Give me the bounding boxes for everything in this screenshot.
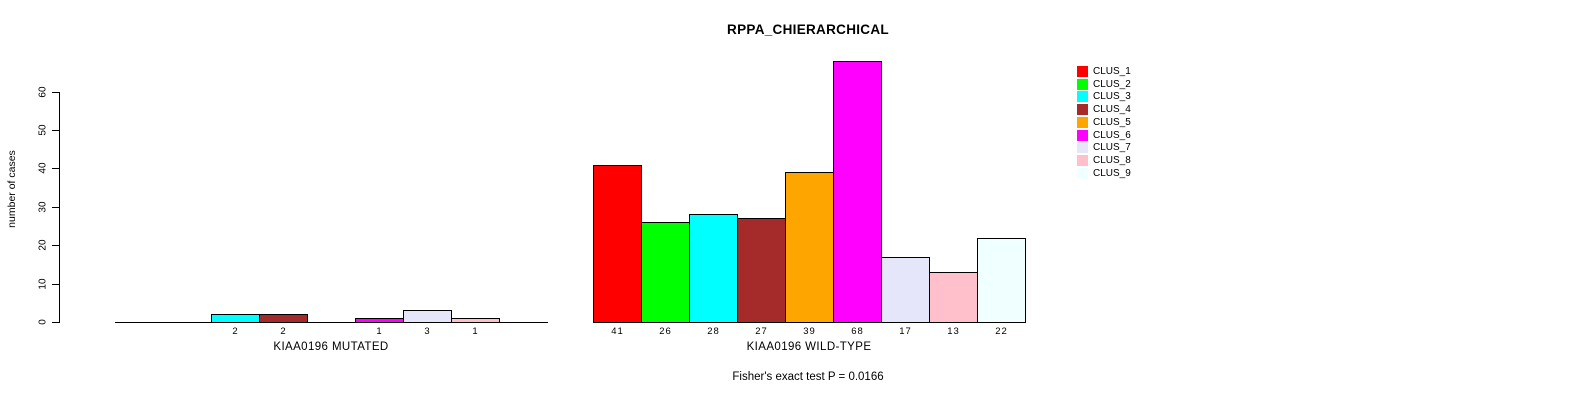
legend-swatch-icon	[1077, 129, 1088, 141]
bar-value-label: 26	[659, 326, 672, 337]
legend-swatch-icon	[1077, 142, 1088, 154]
legend-item-clus_5: CLUS_5	[1077, 116, 1131, 129]
group-label-mutated: KIAA0196 MUTATED	[273, 341, 389, 353]
y-tick-label: 50	[37, 124, 49, 136]
bar-value-label: 22	[995, 326, 1008, 337]
bar-value-label: 2	[280, 326, 287, 337]
legend-swatch-icon	[1077, 91, 1088, 103]
legend-swatch-icon	[1077, 66, 1088, 77]
bar-value-label: 39	[803, 326, 816, 337]
y-tick-label: 10	[37, 278, 49, 290]
legend-item-clus_2: CLUS_2	[1077, 78, 1131, 91]
legend-label: CLUS_2	[1093, 78, 1131, 90]
legend-swatch-icon	[1077, 154, 1088, 166]
bar-clus_6	[355, 318, 404, 323]
bar-value-label: 41	[611, 326, 624, 337]
bar-value-label: 1	[472, 326, 479, 337]
y-tick	[52, 92, 59, 93]
bar-clus_8	[929, 272, 978, 323]
bar-value-label: 17	[899, 326, 912, 337]
y-tick-label: 0	[37, 319, 49, 325]
y-tick-label: 40	[37, 162, 49, 174]
legend-label: CLUS_7	[1093, 142, 1131, 154]
legend-swatch-icon	[1077, 116, 1088, 128]
y-tick	[52, 245, 59, 246]
bar-clus_8	[451, 318, 500, 323]
legend-label: CLUS_4	[1093, 104, 1131, 116]
legend-swatch-icon	[1077, 167, 1088, 179]
bar-value-label: 3	[424, 326, 431, 337]
bar-value-label: 2	[232, 326, 239, 337]
legend-item-clus_3: CLUS_3	[1077, 90, 1131, 103]
y-axis-line	[59, 92, 60, 323]
legend-label: CLUS_3	[1093, 91, 1131, 103]
legend-label: CLUS_8	[1093, 154, 1131, 166]
legend-label: CLUS_9	[1093, 167, 1131, 179]
bar-clus_5	[785, 172, 834, 323]
bar-clus_4	[737, 218, 786, 323]
legend-item-clus_1: CLUS_1	[1077, 65, 1131, 78]
bar-value-label: 28	[707, 326, 720, 337]
y-tick	[52, 322, 59, 323]
y-tick-label: 30	[37, 201, 49, 213]
y-tick	[52, 284, 59, 285]
y-tick	[52, 168, 59, 169]
legend-item-clus_8: CLUS_8	[1077, 154, 1131, 167]
legend-item-clus_9: CLUS_9	[1077, 167, 1131, 180]
bar-clus_4	[259, 314, 308, 323]
bar-value-label: 13	[947, 326, 960, 337]
legend-label: CLUS_6	[1093, 129, 1131, 141]
bar-value-label: 27	[755, 326, 768, 337]
bar-value-label: 68	[851, 326, 864, 337]
chart-title: RPPA_CHIERARCHICAL	[727, 22, 889, 37]
legend-label: CLUS_1	[1093, 66, 1131, 77]
legend-swatch-icon	[1077, 104, 1088, 116]
bar-clus_7	[881, 257, 930, 323]
y-tick	[52, 130, 59, 131]
bar-clus_3	[211, 314, 260, 323]
y-tick	[52, 207, 59, 208]
x-baseline	[115, 322, 548, 323]
bar-clus_9	[977, 238, 1026, 323]
legend-item-clus_4: CLUS_4	[1077, 103, 1131, 116]
bar-clus_1	[593, 165, 642, 323]
bar-clus_7	[403, 310, 452, 323]
bar-value-label: 1	[376, 326, 383, 337]
fisher-test-annotation: Fisher's exact test P = 0.0166	[732, 371, 884, 383]
bar-clus_2	[641, 222, 690, 323]
bar-clus_3	[689, 214, 738, 323]
y-tick-label: 60	[37, 86, 49, 98]
legend-item-clus_7: CLUS_7	[1077, 141, 1131, 154]
legend-item-clus_6: CLUS_6	[1077, 129, 1131, 142]
legend-label: CLUS_5	[1093, 116, 1131, 128]
bar-clus_6	[833, 61, 882, 323]
group-label-wild-type: KIAA0196 WILD-TYPE	[746, 341, 872, 353]
legend-swatch-icon	[1077, 78, 1088, 90]
y-tick-label: 20	[37, 239, 49, 251]
